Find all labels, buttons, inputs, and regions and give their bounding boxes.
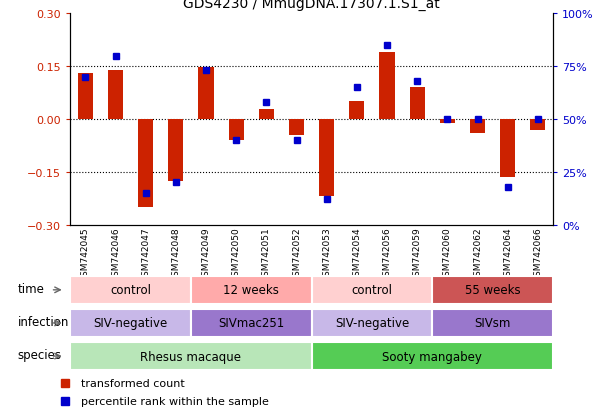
Bar xyxy=(349,102,364,120)
Text: Sooty mangabey: Sooty mangabey xyxy=(382,350,482,363)
Bar xyxy=(191,276,312,304)
Bar xyxy=(379,53,395,120)
Bar xyxy=(199,68,214,120)
Bar xyxy=(191,309,312,337)
Bar xyxy=(312,342,553,370)
Text: time: time xyxy=(18,282,45,295)
Bar xyxy=(138,120,153,207)
Bar xyxy=(70,276,191,304)
Bar xyxy=(470,120,485,134)
Title: GDS4230 / MmugDNA.17307.1.S1_at: GDS4230 / MmugDNA.17307.1.S1_at xyxy=(183,0,440,11)
Text: control: control xyxy=(110,284,151,297)
Text: transformed count: transformed count xyxy=(81,378,185,388)
Text: infection: infection xyxy=(18,315,69,328)
Bar xyxy=(108,71,123,120)
Text: Rhesus macaque: Rhesus macaque xyxy=(141,350,241,363)
Bar xyxy=(500,120,515,178)
Text: 55 weeks: 55 weeks xyxy=(465,284,521,297)
Bar xyxy=(229,120,244,141)
Text: species: species xyxy=(18,348,62,361)
Bar xyxy=(433,309,553,337)
Text: control: control xyxy=(351,284,392,297)
Bar xyxy=(78,74,93,120)
Bar xyxy=(312,309,433,337)
Bar xyxy=(530,120,546,131)
Bar xyxy=(319,120,334,197)
Bar xyxy=(289,120,304,135)
Bar xyxy=(312,276,433,304)
Bar xyxy=(168,120,183,181)
Text: SIVmac251: SIVmac251 xyxy=(218,317,284,330)
Text: SIVsm: SIVsm xyxy=(474,317,511,330)
Text: percentile rank within the sample: percentile rank within the sample xyxy=(81,396,269,406)
Text: 12 weeks: 12 weeks xyxy=(224,284,279,297)
Bar xyxy=(70,342,312,370)
Bar xyxy=(433,276,553,304)
Text: SIV-negative: SIV-negative xyxy=(335,317,409,330)
Bar xyxy=(259,109,274,120)
Text: SIV-negative: SIV-negative xyxy=(93,317,168,330)
Bar xyxy=(440,120,455,123)
Bar xyxy=(70,309,191,337)
Bar xyxy=(409,88,425,120)
